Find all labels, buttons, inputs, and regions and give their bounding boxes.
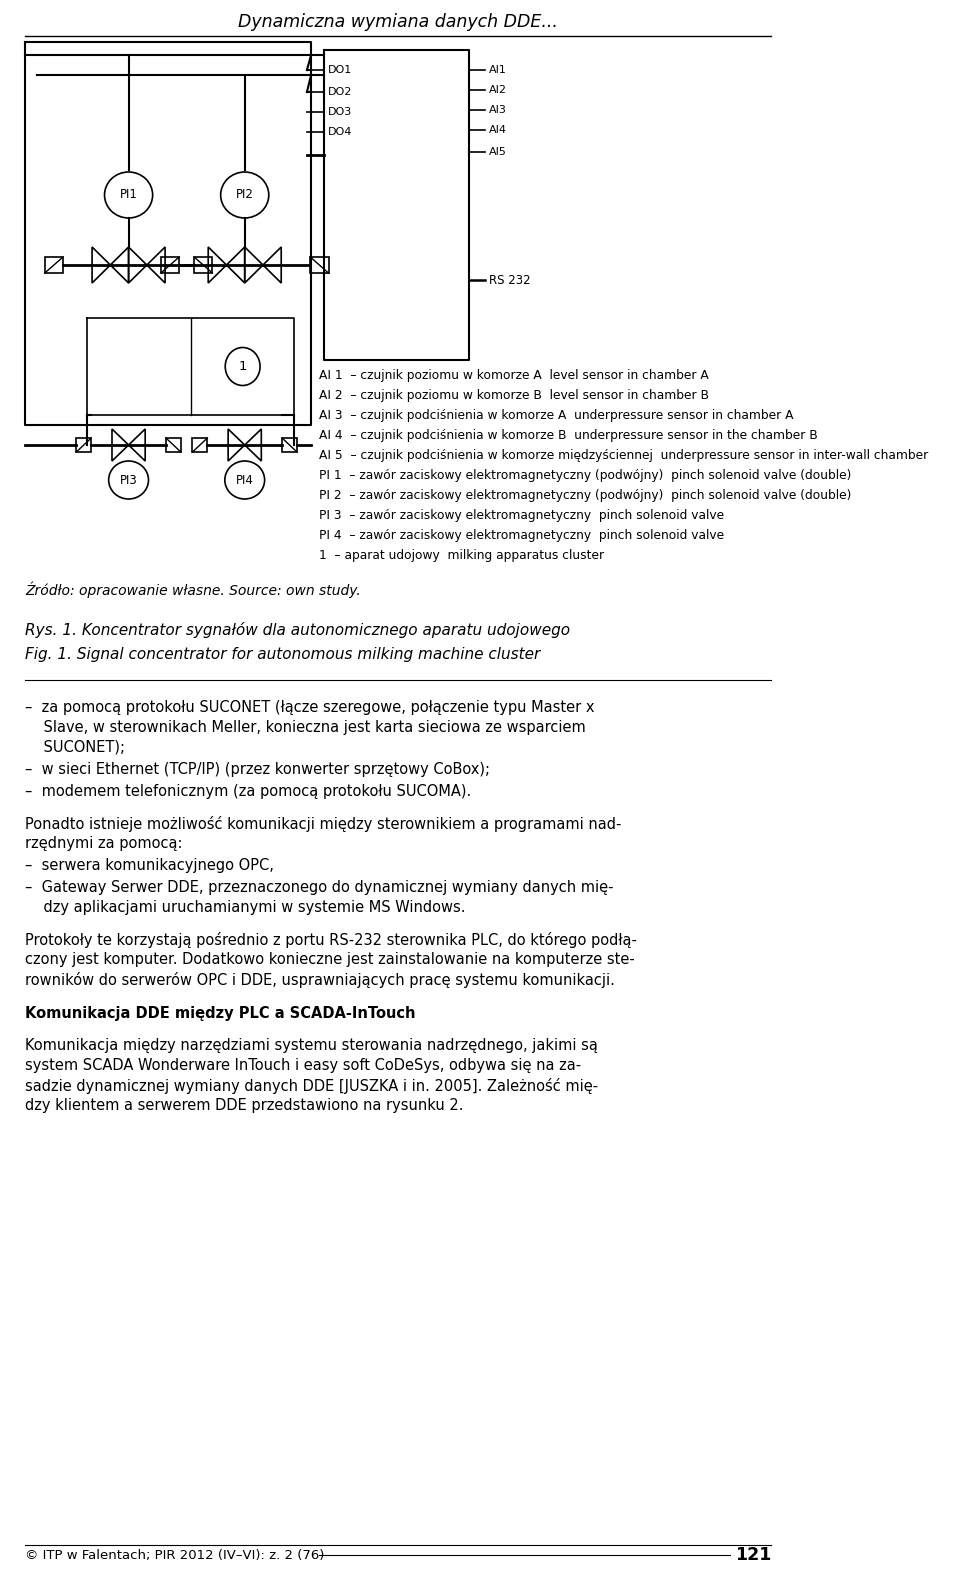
Text: –  w sieci Ethernet (TCP/IP) (przez konwerter sprzętowy CoBox);: – w sieci Ethernet (TCP/IP) (przez konwe… — [25, 762, 490, 777]
Text: AI 5  – czujnik podciśnienia w komorze międzyściennej  underpressure sensor in i: AI 5 – czujnik podciśnienia w komorze mi… — [320, 448, 928, 462]
Text: Źródło: opracowanie własne. Source: own study.: Źródło: opracowanie własne. Source: own … — [25, 582, 361, 598]
Text: DO4: DO4 — [327, 128, 352, 137]
Text: AI5: AI5 — [489, 147, 507, 158]
Text: PI 2  – zawór zaciskowy elektromagnetyczny (podwójny)  pinch solenoid valve (dou: PI 2 – zawór zaciskowy elektromagnetyczn… — [320, 489, 852, 501]
Text: czony jest komputer. Dodatkowo konieczne jest zainstalowanie na komputerze ste-: czony jest komputer. Dodatkowo konieczne… — [25, 953, 635, 967]
Text: Rys. 1. Koncentrator sygnałów dla autonomicznego aparatu udojowego: Rys. 1. Koncentrator sygnałów dla autono… — [25, 621, 570, 639]
Text: Komunikacja między narzędziami systemu sterowania nadrzędnego, jakimi są: Komunikacja między narzędziami systemu s… — [25, 1038, 598, 1053]
Text: PI 1  – zawór zaciskowy elektromagnetyczny (podwójny)  pinch solenoid valve (dou: PI 1 – zawór zaciskowy elektromagnetyczn… — [320, 468, 852, 481]
Text: –  modemem telefonicznym (za pomocą protokołu SUCOMA).: – modemem telefonicznym (za pomocą proto… — [25, 784, 471, 800]
Text: 1: 1 — [238, 360, 247, 374]
Text: dzy aplikacjami uruchamianymi w systemie MS Windows.: dzy aplikacjami uruchamianymi w systemie… — [25, 900, 466, 915]
Text: –  serwera komunikacyjnego OPC,: – serwera komunikacyjnego OPC, — [25, 858, 274, 874]
Bar — [282, 438, 297, 453]
Text: DO2: DO2 — [327, 87, 352, 98]
Text: AI1: AI1 — [489, 65, 507, 76]
Text: AI3: AI3 — [489, 106, 507, 115]
Text: rzędnymi za pomocą:: rzędnymi za pomocą: — [25, 836, 182, 852]
Text: DO3: DO3 — [327, 107, 352, 117]
Text: SUCONET);: SUCONET); — [25, 740, 125, 755]
Text: Protokoły te korzystają pośrednio z portu RS-232 sterownika PLC, do którego podł: Protokoły te korzystają pośrednio z port… — [25, 932, 636, 948]
Text: AI 1  – czujnik poziomu w komorze A  level sensor in chamber A: AI 1 – czujnik poziomu w komorze A level… — [320, 369, 709, 382]
Text: dzy klientem a serwerem DDE przedstawiono na rysunku 2.: dzy klientem a serwerem DDE przedstawion… — [25, 1098, 464, 1113]
Text: AI 3  – czujnik podciśnienia w komorze A  underpressure sensor in chamber A: AI 3 – czujnik podciśnienia w komorze A … — [320, 408, 794, 421]
Text: –  za pomocą protokołu SUCONET (łącze szeregowe, połączenie typu Master x: – za pomocą protokołu SUCONET (łącze sze… — [25, 700, 594, 714]
Text: Ponadto istnieje możliwość komunikacji między sterownikiem a programami nad-: Ponadto istnieje możliwość komunikacji m… — [25, 815, 621, 833]
Text: RS 232: RS 232 — [489, 273, 530, 287]
Text: sadzie dynamicznej wymiany danych DDE [JUSZKA i in. 2005]. Zależność mię-: sadzie dynamicznej wymiany danych DDE [J… — [25, 1079, 598, 1094]
Text: PI1: PI1 — [120, 189, 137, 202]
Text: system SCADA Wonderware InTouch i easy soft CoDeSys, odbywa się na za-: system SCADA Wonderware InTouch i easy s… — [25, 1058, 581, 1072]
Bar — [194, 257, 212, 273]
Bar — [192, 438, 207, 453]
Text: Dynamiczna wymiana danych DDE...: Dynamiczna wymiana danych DDE... — [238, 13, 558, 32]
Text: AI 4  – czujnik podciśnienia w komorze B  underpressure sensor in the chamber B: AI 4 – czujnik podciśnienia w komorze B … — [320, 429, 818, 442]
Text: rowników do serwerów OPC i DDE, usprawniających pracę systemu komunikacji.: rowników do serwerów OPC i DDE, usprawni… — [25, 971, 614, 989]
Text: AI 2  – czujnik poziomu w komorze B  level sensor in chamber B: AI 2 – czujnik poziomu w komorze B level… — [320, 388, 709, 402]
Text: DO1: DO1 — [327, 65, 352, 76]
Bar — [45, 257, 63, 273]
Bar — [161, 257, 180, 273]
Text: AI2: AI2 — [489, 85, 507, 95]
Bar — [166, 438, 180, 453]
Text: Komunikacja DDE między PLC a SCADA-InTouch: Komunikacja DDE między PLC a SCADA-InTou… — [25, 1006, 416, 1020]
Text: PI 3  – zawór zaciskowy elektromagnetyczny  pinch solenoid valve: PI 3 – zawór zaciskowy elektromagnetyczn… — [320, 508, 725, 522]
Text: AI4: AI4 — [489, 125, 507, 136]
Text: Fig. 1. Signal concentrator for autonomous milking machine cluster: Fig. 1. Signal concentrator for autonomo… — [25, 648, 540, 662]
Text: Slave, w sterownikach Meller, konieczna jest karta sieciowa ze wsparciem: Slave, w sterownikach Meller, konieczna … — [25, 721, 586, 735]
Text: © ITP w Falentach; PIR 2012 (IV–VI): z. 2 (76): © ITP w Falentach; PIR 2012 (IV–VI): z. … — [25, 1549, 324, 1561]
Bar — [310, 257, 328, 273]
Bar — [76, 438, 91, 453]
Text: PI 4  – zawór zaciskowy elektromagnetyczny  pinch solenoid valve: PI 4 – zawór zaciskowy elektromagnetyczn… — [320, 528, 725, 541]
Text: PI2: PI2 — [236, 189, 253, 202]
Text: 1  – aparat udojowy  milking apparatus cluster: 1 – aparat udojowy milking apparatus clu… — [320, 549, 605, 561]
Text: PI4: PI4 — [236, 473, 253, 486]
Text: PI3: PI3 — [120, 473, 137, 486]
Text: –  Gateway Serwer DDE, przeznaczonego do dynamicznej wymiany danych mię-: – Gateway Serwer DDE, przeznaczonego do … — [25, 880, 613, 896]
Text: 121: 121 — [735, 1545, 772, 1564]
